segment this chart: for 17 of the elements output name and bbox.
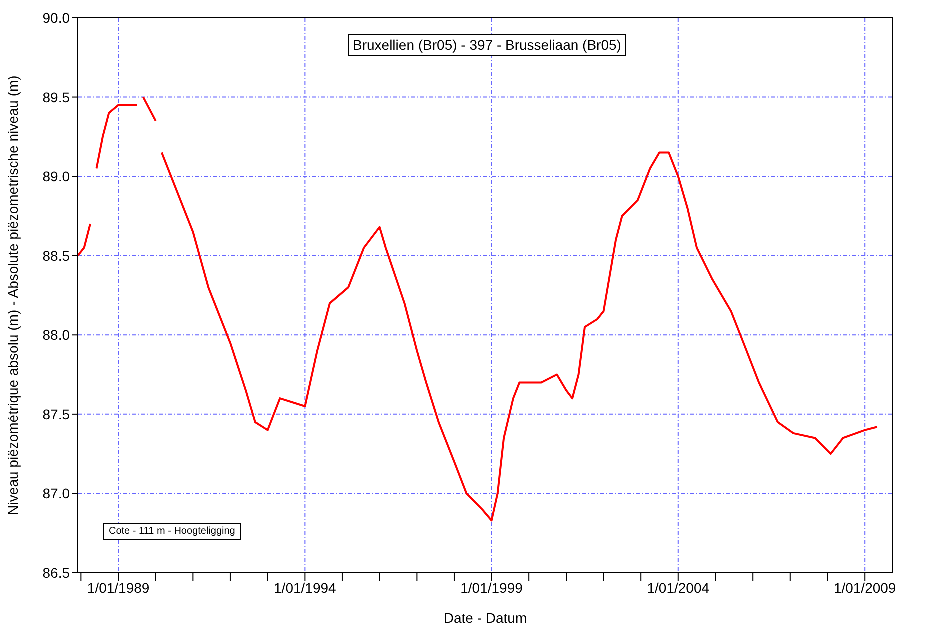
annotation: Cote - 111 m - Hoogteligging: [103, 523, 242, 540]
y-tick-label: 88.5: [42, 248, 70, 264]
y-tick-label: 87.5: [42, 406, 70, 422]
y-tick-label: 89.5: [42, 89, 70, 106]
y-tick-label: 86.5: [42, 564, 70, 581]
x-tick-label: 1/01/2004: [647, 580, 710, 596]
y-tick-label: 89.0: [42, 168, 70, 185]
y-axis-title: Niveau piëzométrique absolu (m) - Absolute piëzometrische niveau (m): [4, 76, 21, 516]
x-tick-label: 1/01/1994: [274, 580, 337, 596]
x-tick-label: 1/01/2009: [834, 580, 896, 596]
y-tick-label: 87.0: [42, 486, 70, 502]
x-axis-title: Date - Datum: [444, 610, 528, 626]
y-tick-label: 90.0: [42, 10, 70, 26]
x-tick-label: 1/01/1989: [87, 580, 150, 596]
y-tick-label: 88.0: [42, 327, 70, 344]
x-tick-label: 1/01/1999: [460, 580, 524, 596]
text: Bruxellien (Br05) - 397 - Brusseliaan (Br05): [348, 34, 626, 56]
